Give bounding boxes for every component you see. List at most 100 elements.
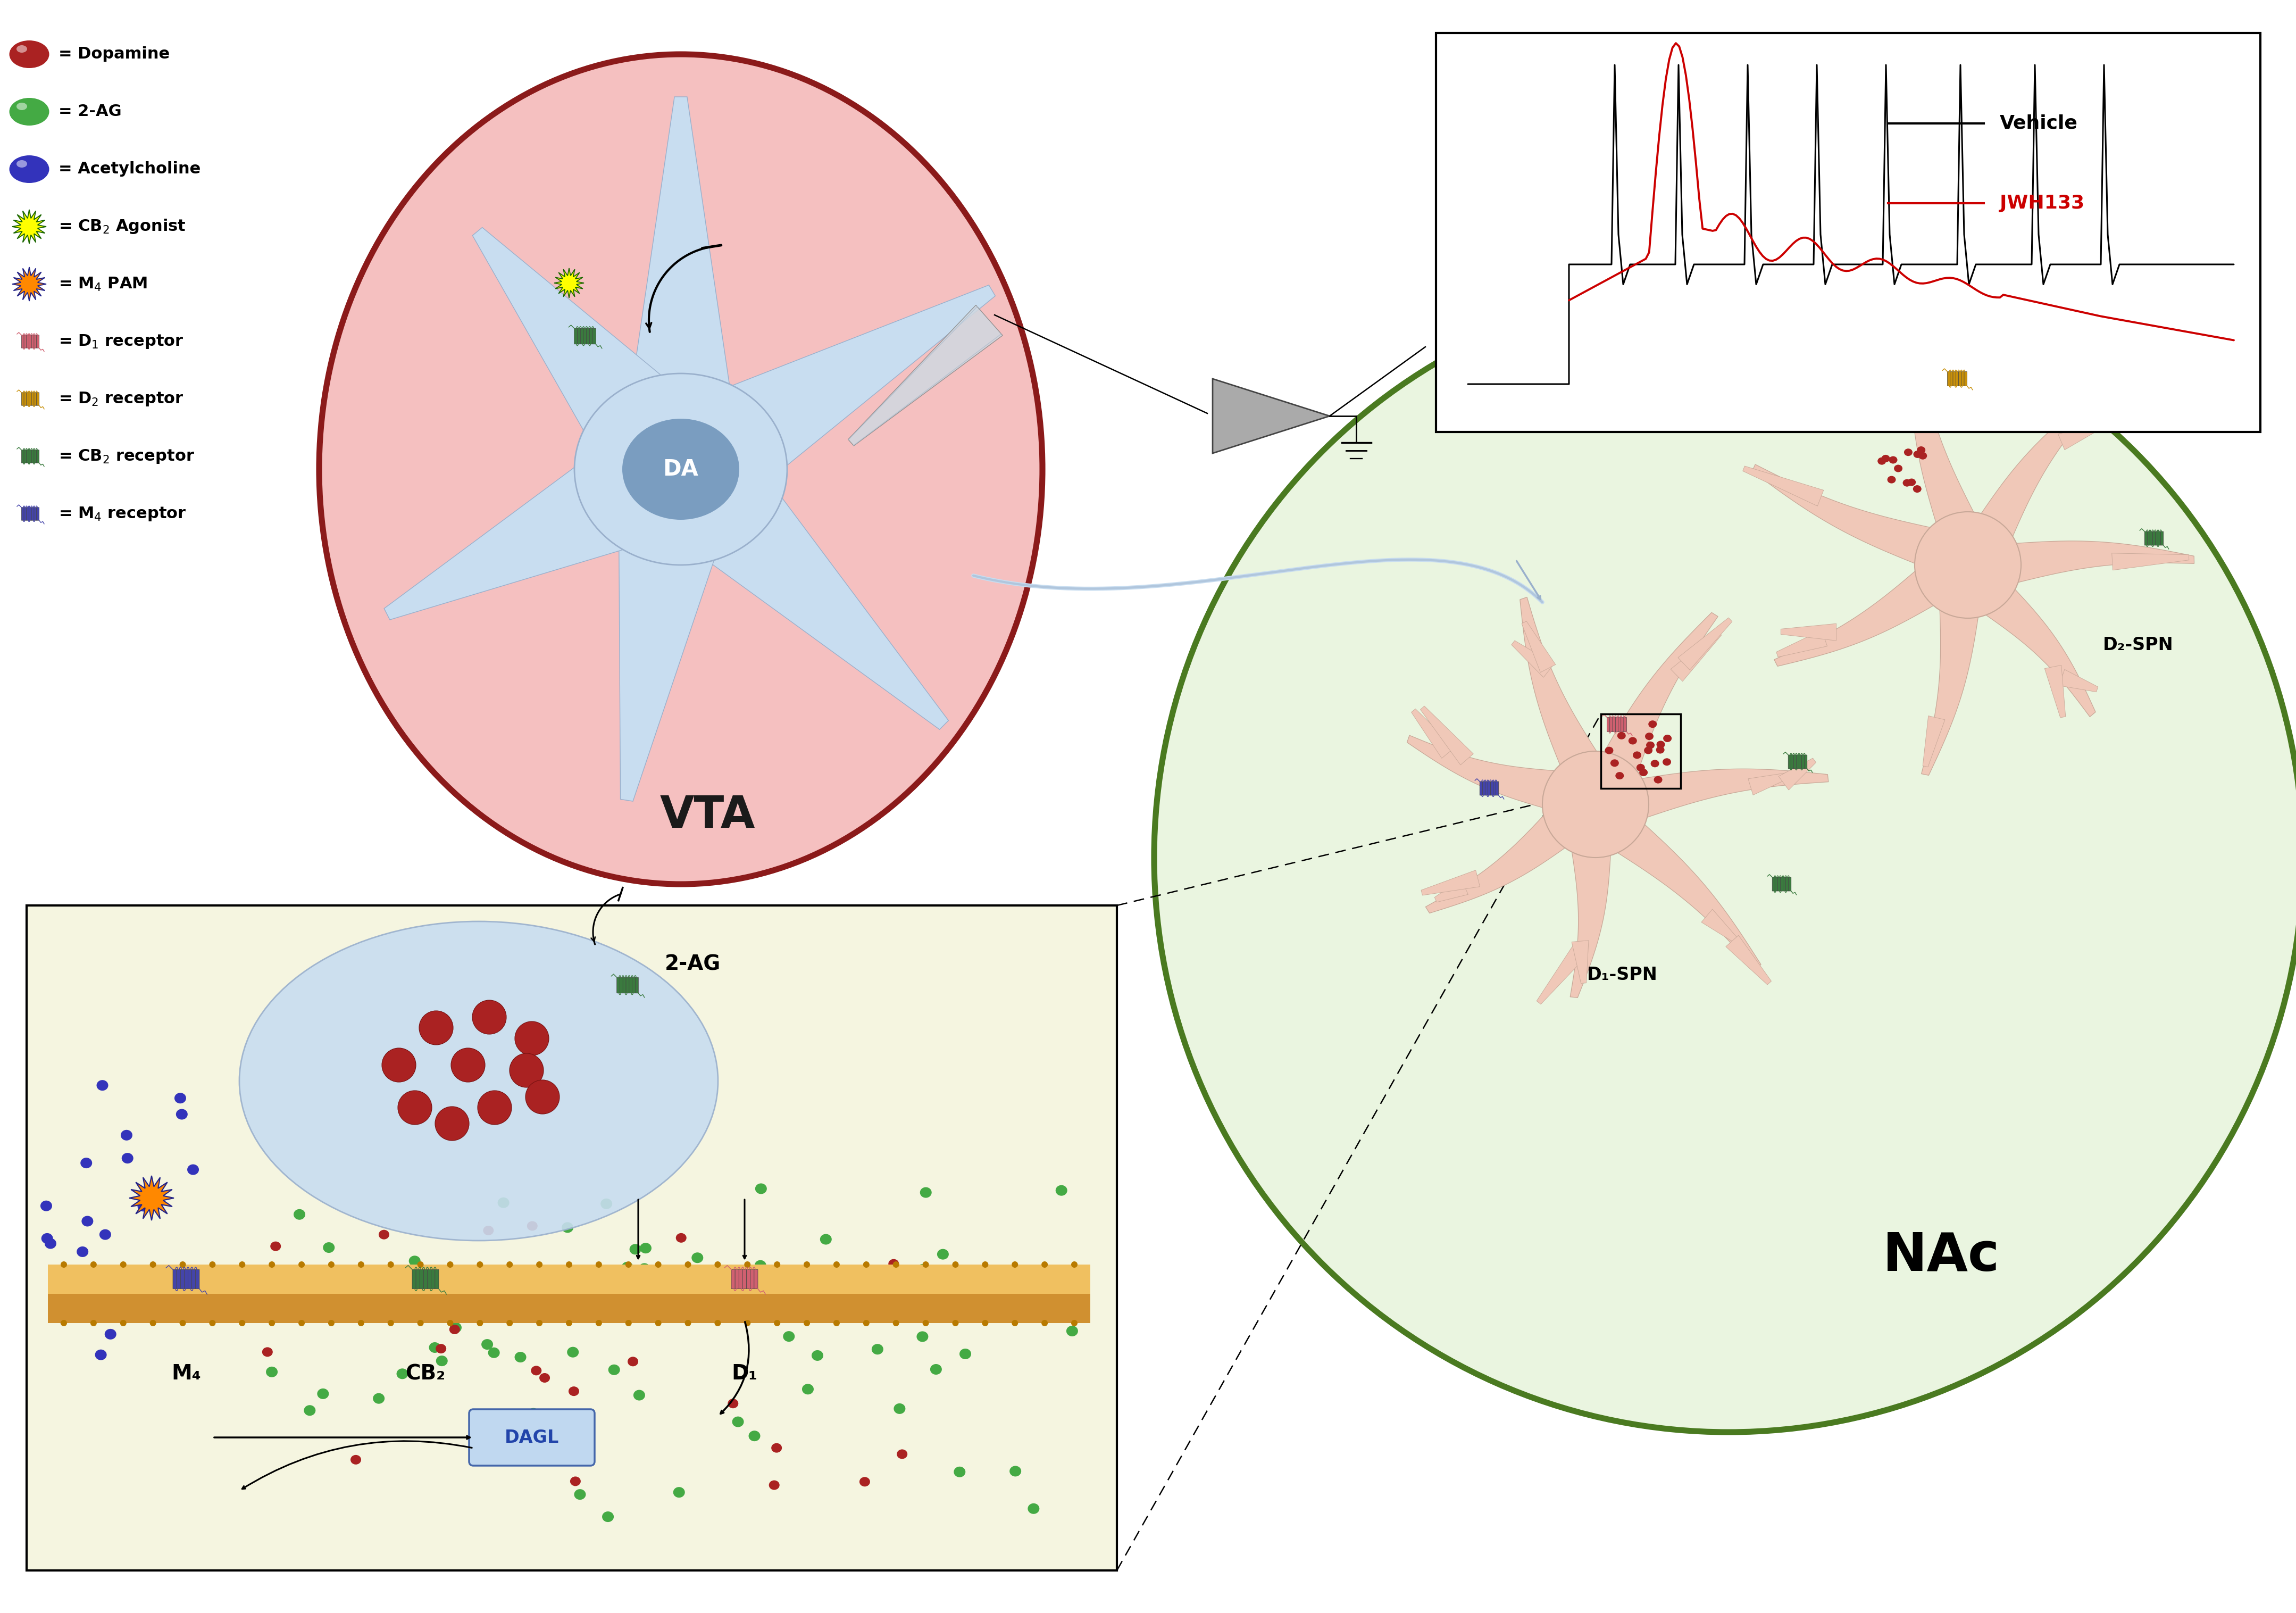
FancyBboxPatch shape: [32, 450, 34, 463]
FancyBboxPatch shape: [1621, 718, 1623, 732]
FancyBboxPatch shape: [1609, 718, 1612, 732]
Ellipse shape: [319, 55, 1042, 884]
Polygon shape: [1782, 624, 1837, 640]
Circle shape: [179, 1261, 186, 1268]
Ellipse shape: [466, 1307, 478, 1316]
FancyBboxPatch shape: [1779, 877, 1784, 890]
Ellipse shape: [992, 1279, 1003, 1289]
Circle shape: [239, 1261, 246, 1268]
Circle shape: [478, 1319, 482, 1326]
FancyBboxPatch shape: [590, 329, 592, 344]
Circle shape: [625, 1319, 631, 1326]
FancyBboxPatch shape: [34, 508, 37, 521]
Circle shape: [388, 1261, 395, 1268]
Ellipse shape: [92, 1307, 103, 1318]
Ellipse shape: [916, 1265, 928, 1274]
FancyBboxPatch shape: [28, 508, 30, 521]
FancyBboxPatch shape: [177, 1269, 181, 1289]
Ellipse shape: [1616, 773, 1623, 779]
Polygon shape: [620, 518, 723, 802]
FancyBboxPatch shape: [30, 450, 32, 463]
Ellipse shape: [177, 1110, 188, 1119]
Circle shape: [654, 1319, 661, 1326]
Polygon shape: [1600, 613, 1717, 779]
Ellipse shape: [174, 1094, 186, 1103]
Polygon shape: [1573, 940, 1589, 984]
Circle shape: [1042, 1261, 1047, 1268]
FancyBboxPatch shape: [1495, 782, 1499, 795]
Ellipse shape: [1056, 1186, 1068, 1195]
Polygon shape: [2057, 421, 2105, 450]
Circle shape: [448, 1319, 452, 1326]
FancyBboxPatch shape: [32, 392, 34, 405]
Polygon shape: [553, 268, 583, 298]
Ellipse shape: [898, 1450, 907, 1458]
Text: D₁-SPN: D₁-SPN: [1587, 966, 1658, 984]
FancyBboxPatch shape: [1961, 371, 1965, 386]
FancyBboxPatch shape: [23, 336, 28, 348]
FancyBboxPatch shape: [432, 1269, 434, 1289]
Polygon shape: [1701, 910, 1738, 944]
Ellipse shape: [41, 1232, 53, 1244]
Polygon shape: [847, 305, 1003, 445]
Ellipse shape: [294, 1210, 305, 1219]
Circle shape: [923, 1261, 930, 1268]
Ellipse shape: [810, 1350, 824, 1361]
Circle shape: [514, 1021, 549, 1055]
Polygon shape: [1775, 566, 1940, 666]
Circle shape: [90, 1261, 96, 1268]
Circle shape: [269, 1261, 276, 1268]
FancyBboxPatch shape: [1949, 371, 1954, 386]
FancyBboxPatch shape: [1958, 371, 1961, 386]
Ellipse shape: [859, 1478, 870, 1487]
Ellipse shape: [78, 1286, 90, 1297]
Circle shape: [478, 1090, 512, 1124]
Circle shape: [684, 1319, 691, 1326]
Circle shape: [209, 1261, 216, 1268]
Ellipse shape: [16, 103, 28, 110]
FancyBboxPatch shape: [32, 508, 34, 521]
Ellipse shape: [16, 45, 28, 53]
Ellipse shape: [44, 1239, 57, 1248]
Ellipse shape: [99, 1229, 110, 1240]
Circle shape: [526, 1081, 560, 1115]
FancyBboxPatch shape: [1623, 718, 1626, 732]
FancyBboxPatch shape: [468, 1410, 595, 1466]
Text: CB₂: CB₂: [406, 1363, 445, 1384]
Circle shape: [358, 1319, 365, 1326]
Ellipse shape: [303, 1405, 315, 1416]
Circle shape: [298, 1319, 305, 1326]
Ellipse shape: [138, 1290, 149, 1300]
Polygon shape: [1910, 347, 1977, 529]
Ellipse shape: [1890, 456, 1896, 463]
FancyBboxPatch shape: [21, 508, 25, 521]
Ellipse shape: [1609, 760, 1619, 766]
Ellipse shape: [262, 1347, 273, 1357]
Ellipse shape: [489, 1347, 501, 1358]
Ellipse shape: [921, 1187, 932, 1198]
Ellipse shape: [820, 1234, 831, 1245]
Bar: [28, 905, 1116, 1571]
Circle shape: [1915, 511, 2020, 618]
Ellipse shape: [755, 1184, 767, 1194]
Ellipse shape: [379, 1229, 390, 1239]
Ellipse shape: [1913, 450, 1922, 458]
Text: D₂-SPN: D₂-SPN: [2103, 636, 2174, 653]
Ellipse shape: [1644, 732, 1653, 740]
Circle shape: [473, 1000, 507, 1034]
FancyBboxPatch shape: [585, 329, 590, 344]
Ellipse shape: [1917, 447, 1926, 453]
Text: Vehicle: Vehicle: [2000, 115, 2078, 132]
Polygon shape: [1777, 631, 1828, 656]
Polygon shape: [689, 473, 948, 729]
Circle shape: [833, 1261, 840, 1268]
Circle shape: [209, 1319, 216, 1326]
Circle shape: [450, 1048, 484, 1082]
FancyBboxPatch shape: [21, 336, 25, 348]
Ellipse shape: [693, 1271, 705, 1282]
FancyBboxPatch shape: [1963, 371, 1968, 386]
Ellipse shape: [1628, 737, 1637, 745]
Polygon shape: [473, 227, 680, 458]
Ellipse shape: [1655, 740, 1665, 748]
Ellipse shape: [239, 921, 719, 1240]
